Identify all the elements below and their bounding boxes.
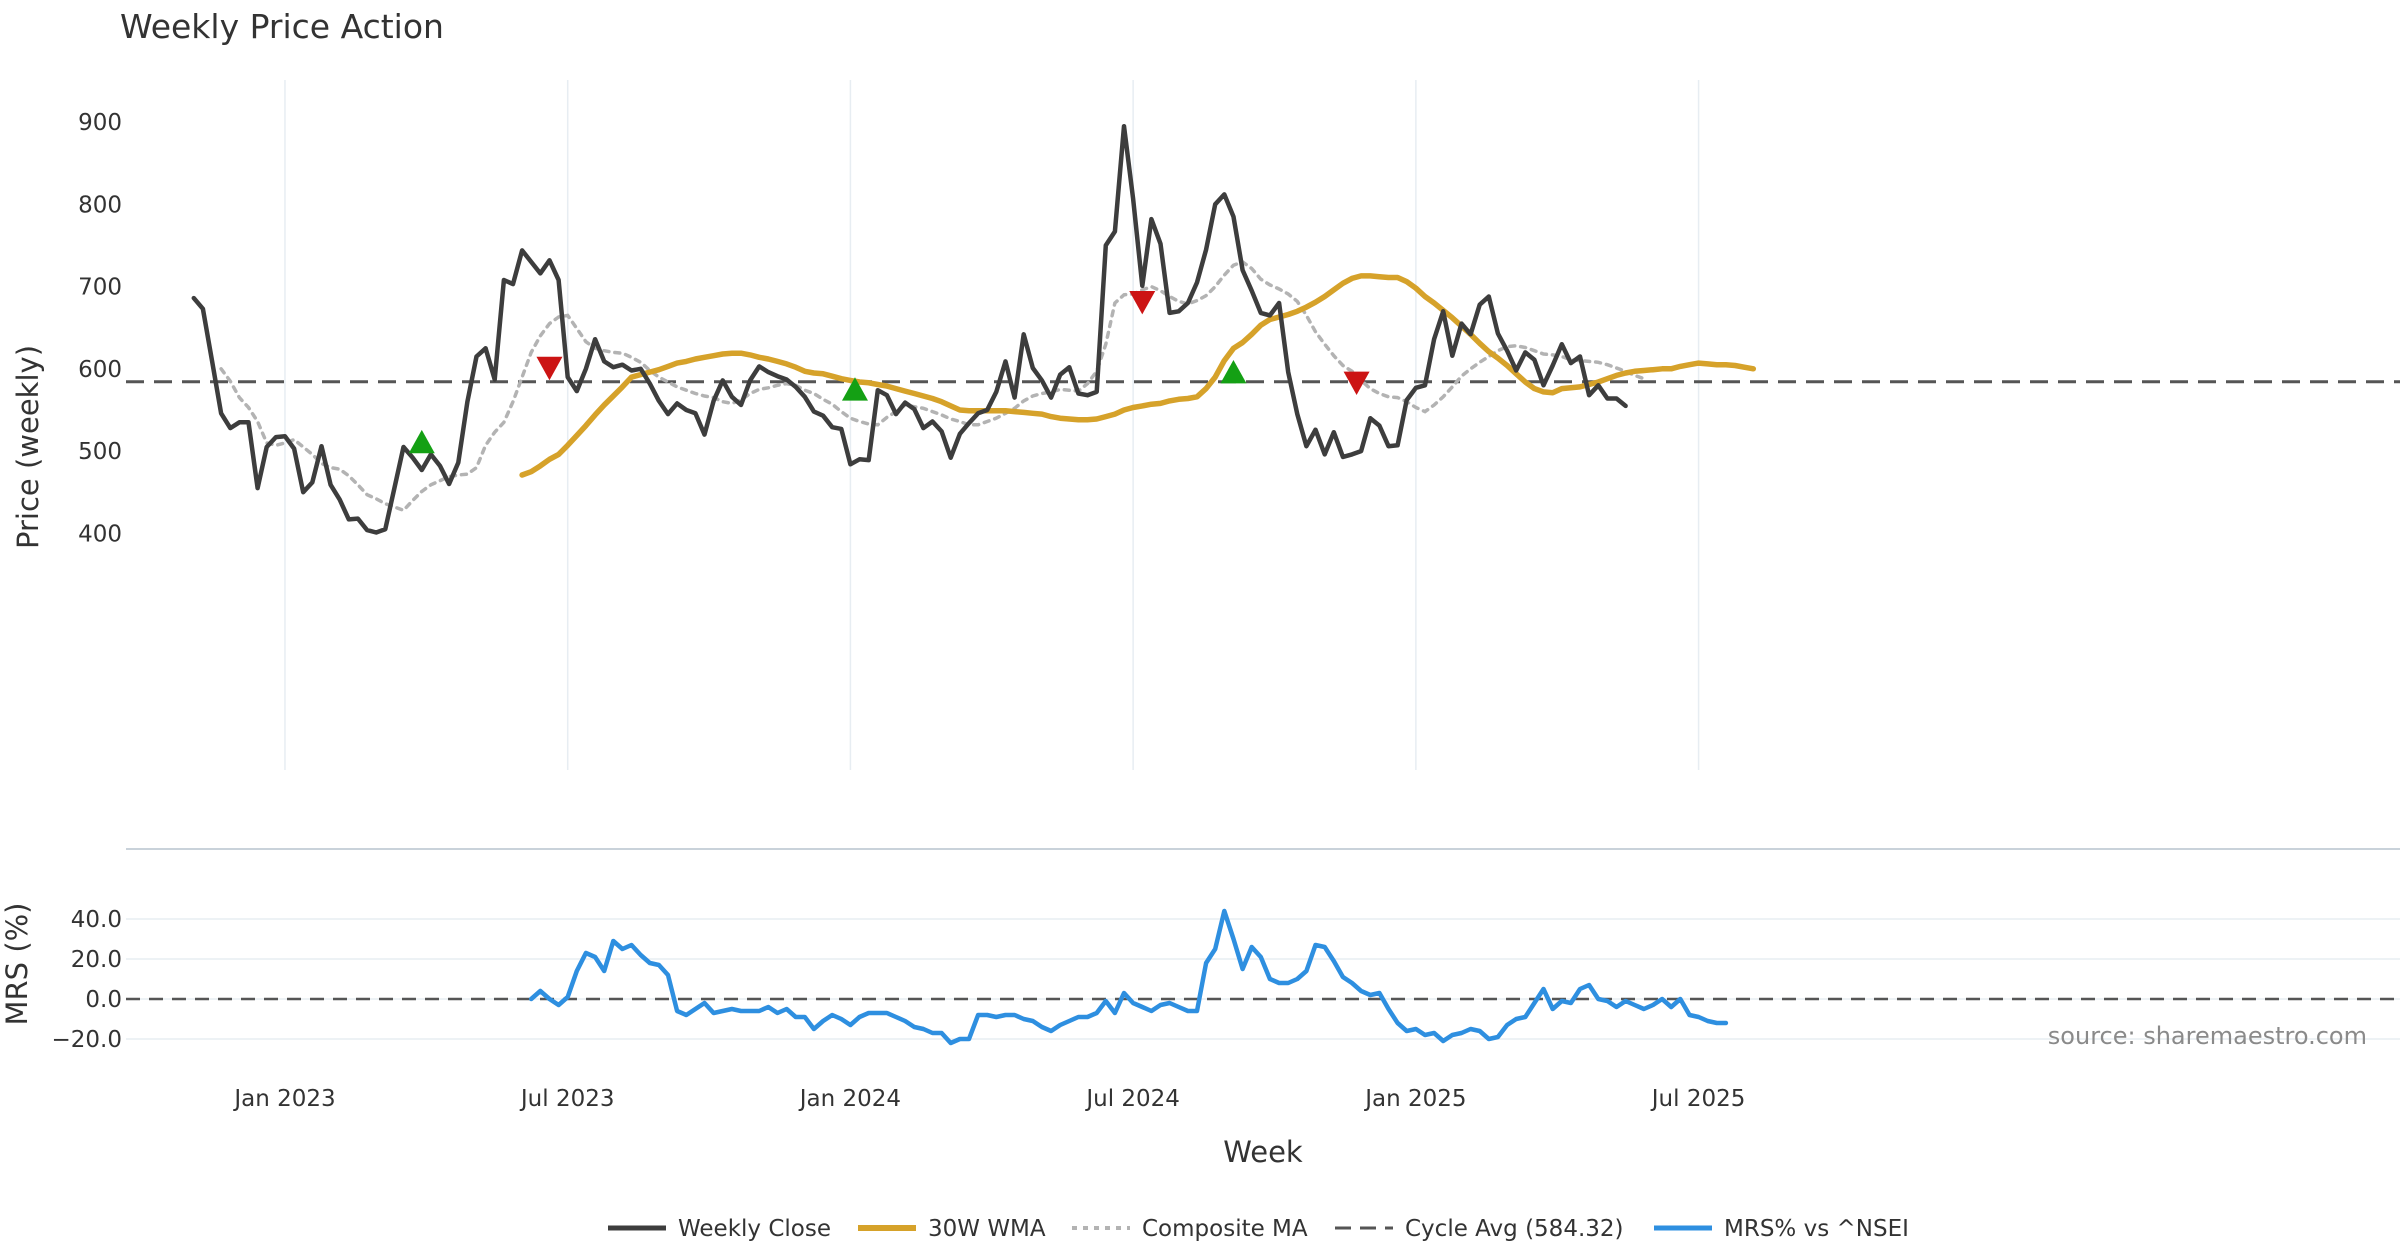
price-y-axis-title: Price (weekly) (11, 345, 45, 549)
mrs-series-layer (126, 908, 2400, 1046)
x-axis: Jan 2023 Jul 2023 Jan 2024 Jul 2024 Jan 2025… (232, 1086, 1745, 1112)
price-y-tick-label: 800 (78, 192, 122, 218)
price-y-tick-label: 600 (78, 357, 122, 383)
mrs-y-tick-label: 0.0 (85, 987, 122, 1013)
buy-signal-marker (841, 377, 868, 401)
x-tick-label: Jul 2025 (1650, 1086, 1746, 1112)
legend-label-weekly-close: Weekly Close (678, 1216, 831, 1242)
x-tick-label: Jul 2024 (1084, 1086, 1180, 1112)
source-annotation: source: sharemaestro.com (2048, 1022, 2367, 1050)
x-tick-label: Jan 2025 (1363, 1086, 1466, 1112)
price-series-layer (126, 123, 2400, 535)
buy-signal-marker (408, 429, 435, 454)
legend-label-mrs-vs-nsei: MRS% vs ^NSEI (1724, 1216, 1909, 1242)
x-axis-title: Week (1223, 1135, 1303, 1169)
sell-signal-marker (536, 356, 563, 381)
mrs-y-axis: 40.0 20.0 0.0 −20.0 (52, 907, 122, 1053)
sell-signal-marker (1343, 371, 1370, 396)
mrs-y-tick-label: 40.0 (71, 907, 122, 933)
chart-title: Weekly Price Action (120, 7, 444, 46)
price-gridlines (284, 80, 1700, 770)
legend-label-cycle-avg-584-32: Cycle Avg (584.32) (1405, 1216, 1624, 1242)
x-tick-label: Jul 2023 (519, 1086, 615, 1112)
weekly-close-line (191, 123, 1628, 535)
price-y-tick-label: 900 (78, 110, 122, 136)
x-tick-label: Jan 2024 (798, 1086, 901, 1112)
legend-label-composite-ma: Composite MA (1142, 1216, 1308, 1242)
legend: Weekly Close 30W WMA Composite MA Cycle Avg… (608, 1216, 1909, 1242)
mrs-gridlines (126, 918, 2400, 1040)
30w-wma-line (519, 273, 1757, 478)
mrs-y-tick-label: −20.0 (52, 1027, 122, 1053)
mrs-y-axis-title: MRS (%) (0, 903, 34, 1026)
price-y-tick-label: 700 (78, 275, 122, 301)
price-y-tick-label: 500 (78, 439, 122, 465)
sell-signal-marker (1129, 290, 1156, 315)
signal-markers (408, 290, 1370, 454)
price-y-tick-label: 400 (78, 521, 122, 547)
x-tick-label: Jan 2023 (232, 1086, 335, 1112)
mrs-y-tick-label: 20.0 (71, 947, 122, 973)
buy-signal-marker (1220, 359, 1247, 384)
mrs-line (528, 908, 1729, 1046)
price-y-axis: 400 500 600 700 800 900 (78, 110, 122, 547)
legend-label-30w-wma: 30W WMA (928, 1216, 1046, 1242)
